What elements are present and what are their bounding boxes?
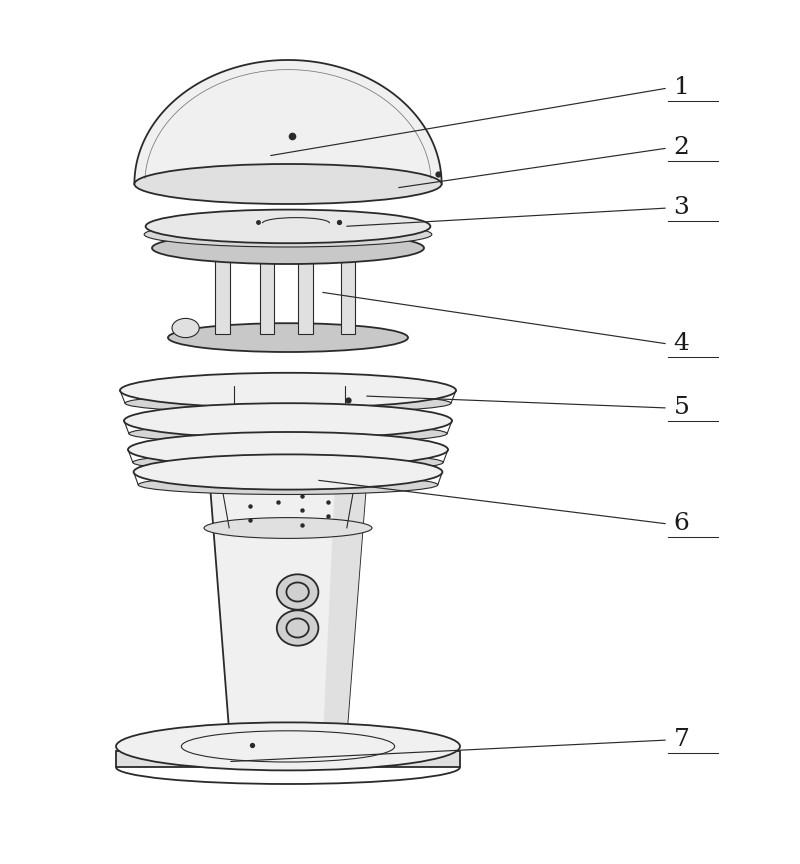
Text: 7: 7	[674, 728, 690, 752]
Ellipse shape	[134, 454, 442, 490]
Polygon shape	[341, 251, 355, 334]
Text: 1: 1	[674, 77, 690, 99]
Ellipse shape	[116, 722, 460, 771]
Ellipse shape	[144, 222, 432, 247]
Polygon shape	[322, 480, 366, 747]
Ellipse shape	[120, 372, 456, 408]
Polygon shape	[116, 751, 460, 767]
Polygon shape	[298, 251, 313, 334]
Ellipse shape	[133, 453, 443, 472]
Text: 4: 4	[674, 333, 690, 355]
Text: 5: 5	[674, 397, 690, 420]
Polygon shape	[210, 480, 366, 747]
Polygon shape	[134, 60, 442, 184]
Ellipse shape	[204, 518, 372, 538]
Ellipse shape	[172, 319, 199, 338]
Text: 2: 2	[674, 137, 690, 160]
Ellipse shape	[340, 246, 356, 256]
Text: 3: 3	[674, 196, 690, 219]
Ellipse shape	[152, 232, 424, 264]
Polygon shape	[260, 251, 274, 334]
Ellipse shape	[210, 469, 366, 492]
Ellipse shape	[298, 246, 314, 256]
Polygon shape	[215, 251, 230, 334]
Ellipse shape	[259, 246, 275, 256]
Ellipse shape	[146, 210, 430, 243]
Ellipse shape	[277, 610, 318, 645]
Ellipse shape	[128, 432, 448, 467]
Ellipse shape	[124, 403, 452, 438]
Ellipse shape	[129, 424, 447, 443]
Ellipse shape	[168, 323, 408, 352]
Ellipse shape	[277, 575, 318, 610]
Ellipse shape	[125, 393, 451, 413]
Text: 6: 6	[674, 512, 690, 536]
Ellipse shape	[214, 246, 230, 256]
Ellipse shape	[134, 164, 442, 204]
Ellipse shape	[138, 475, 438, 494]
